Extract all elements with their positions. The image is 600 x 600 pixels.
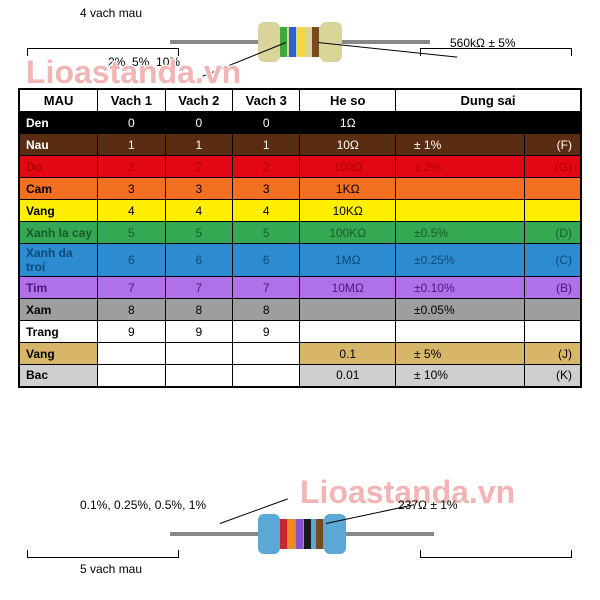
table-row: Vang44410KΩ [19, 200, 581, 222]
bot-band-4 [304, 519, 311, 549]
header-0: MAU [19, 89, 98, 112]
bottom-resistor [0, 510, 600, 570]
resistor-color-chart: 4 vach mau 2%, 5%, 10% 560kΩ ± 5% Lioast… [0, 0, 600, 600]
header-2: Vach 2 [165, 89, 232, 112]
top-body-left [258, 22, 280, 62]
top-band-2 [289, 27, 296, 57]
table-row: Xanh da troi6661MΩ±0.25%(C) [19, 244, 581, 277]
table-row: Cam3331KΩ [19, 178, 581, 200]
table-row: Nau11110Ω± 1%(F) [19, 134, 581, 156]
table-row: Vang0.1± 5%(J) [19, 343, 581, 365]
bot-band-2 [288, 519, 295, 549]
header-3: Vach 3 [233, 89, 300, 112]
table-row: Do222100Ω± 2%(G) [19, 156, 581, 178]
header-4: He so [300, 89, 396, 112]
bot-band-1 [280, 519, 287, 549]
table-row: Tim77710MΩ±0.10%(B) [19, 277, 581, 299]
color-code-table: MAUVach 1Vach 2Vach 3He soDung sai Den00… [18, 88, 582, 388]
bot-body-left [258, 514, 280, 554]
bot-body-mid [278, 519, 326, 549]
bot-band-5 [316, 519, 323, 549]
header-1: Vach 1 [98, 89, 165, 112]
top-band-3 [298, 27, 305, 57]
table-row: Den0001Ω [19, 112, 581, 134]
table-row: Xam888±0.05% [19, 299, 581, 321]
table-row: Bac0.01± 10%(K) [19, 365, 581, 387]
top-resistor [0, 18, 600, 78]
table-row: Trang999 [19, 321, 581, 343]
table-row: Xanh la cay555100KΩ±0.5%(D) [19, 222, 581, 244]
header-5: Dung sai [396, 89, 581, 112]
bot-band-3 [296, 519, 303, 549]
